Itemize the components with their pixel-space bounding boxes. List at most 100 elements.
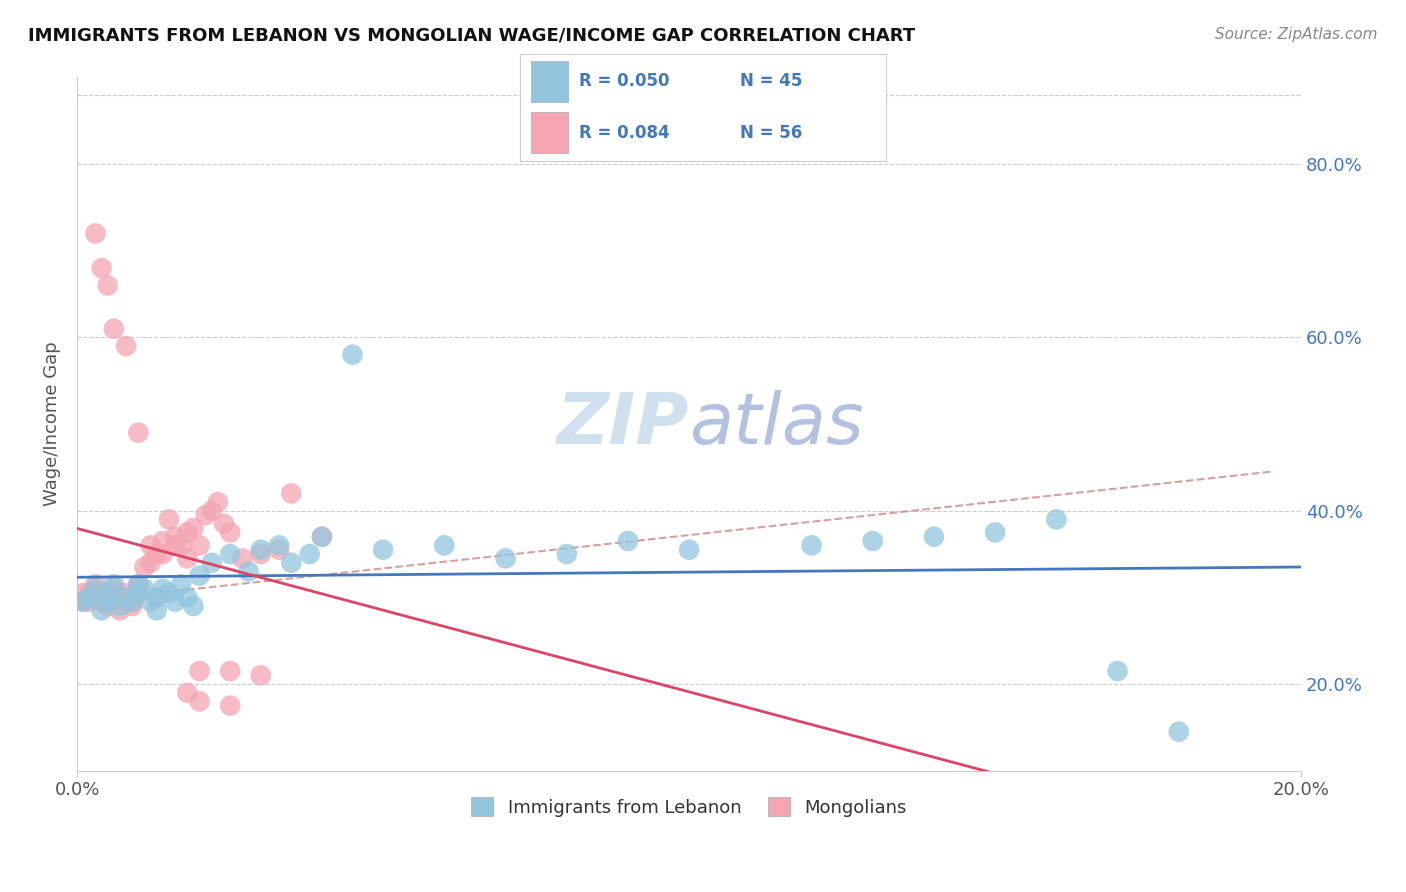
Point	[115, 595, 138, 609]
Point	[249, 547, 271, 561]
Y-axis label: Wage/Income Gap: Wage/Income Gap	[44, 342, 60, 507]
Point	[72, 586, 94, 600]
Text: IMMIGRANTS FROM LEBANON VS MONGOLIAN WAGE/INCOME GAP CORRELATION CHART: IMMIGRANTS FROM LEBANON VS MONGOLIAN WAG…	[28, 27, 915, 45]
Point	[311, 530, 333, 544]
Point	[201, 504, 224, 518]
Point	[183, 521, 205, 535]
FancyBboxPatch shape	[531, 112, 568, 153]
Point	[433, 538, 456, 552]
Text: R = 0.084: R = 0.084	[579, 124, 669, 142]
Point	[152, 534, 174, 549]
Point	[134, 582, 156, 596]
Point	[298, 547, 321, 561]
Point	[984, 525, 1007, 540]
Point	[121, 595, 143, 609]
Point	[219, 525, 242, 540]
Point	[145, 603, 167, 617]
Point	[194, 508, 217, 522]
Text: atlas: atlas	[689, 390, 863, 458]
Point	[170, 577, 193, 591]
Point	[145, 547, 167, 561]
Point	[267, 538, 290, 552]
Point	[115, 586, 138, 600]
Point	[207, 495, 229, 509]
Point	[157, 512, 180, 526]
Point	[183, 599, 205, 613]
Point	[139, 556, 162, 570]
Point	[188, 538, 211, 552]
Point	[79, 595, 101, 609]
Point	[108, 599, 131, 613]
Point	[84, 227, 107, 241]
Point	[922, 530, 945, 544]
Point	[267, 542, 290, 557]
Point	[121, 595, 143, 609]
Point	[72, 595, 94, 609]
Point	[79, 591, 101, 605]
Point	[90, 603, 112, 617]
Point	[97, 278, 120, 293]
Point	[280, 556, 302, 570]
Point	[84, 582, 107, 596]
Point	[127, 577, 149, 591]
Point	[678, 542, 700, 557]
Point	[97, 599, 120, 613]
Point	[219, 547, 242, 561]
Point	[188, 694, 211, 708]
Point	[115, 591, 138, 605]
Point	[170, 538, 193, 552]
Point	[90, 591, 112, 605]
Point	[108, 603, 131, 617]
Point	[103, 322, 125, 336]
Point	[1167, 724, 1189, 739]
Point	[176, 551, 198, 566]
Point	[249, 668, 271, 682]
Point	[97, 586, 120, 600]
Point	[163, 538, 186, 552]
Point	[1045, 512, 1067, 526]
Point	[176, 591, 198, 605]
Point	[163, 595, 186, 609]
Point	[238, 565, 260, 579]
Point	[249, 542, 271, 557]
Point	[157, 586, 180, 600]
Point	[127, 577, 149, 591]
Point	[231, 551, 253, 566]
Point	[97, 595, 120, 609]
Point	[103, 577, 125, 591]
Point	[342, 348, 364, 362]
Point	[84, 577, 107, 591]
Point	[84, 586, 107, 600]
Point	[163, 530, 186, 544]
Point	[1107, 664, 1129, 678]
Point	[127, 586, 149, 600]
Point	[103, 595, 125, 609]
Point	[97, 586, 120, 600]
Point	[311, 530, 333, 544]
Point	[90, 595, 112, 609]
Point	[176, 525, 198, 540]
Point	[127, 425, 149, 440]
Point	[188, 664, 211, 678]
Point	[121, 599, 143, 613]
Text: N = 56: N = 56	[740, 124, 801, 142]
Point	[134, 560, 156, 574]
Point	[79, 586, 101, 600]
Point	[188, 568, 211, 582]
Point	[201, 556, 224, 570]
Point	[90, 261, 112, 276]
Legend: Immigrants from Lebanon, Mongolians: Immigrants from Lebanon, Mongolians	[464, 790, 914, 824]
FancyBboxPatch shape	[531, 61, 568, 102]
Point	[495, 551, 517, 566]
Point	[152, 582, 174, 596]
Point	[219, 698, 242, 713]
Point	[139, 538, 162, 552]
Point	[176, 686, 198, 700]
Text: Source: ZipAtlas.com: Source: ZipAtlas.com	[1215, 27, 1378, 42]
Point	[127, 586, 149, 600]
Point	[800, 538, 823, 552]
Point	[862, 534, 884, 549]
Point	[115, 339, 138, 353]
Point	[280, 486, 302, 500]
Point	[145, 591, 167, 605]
